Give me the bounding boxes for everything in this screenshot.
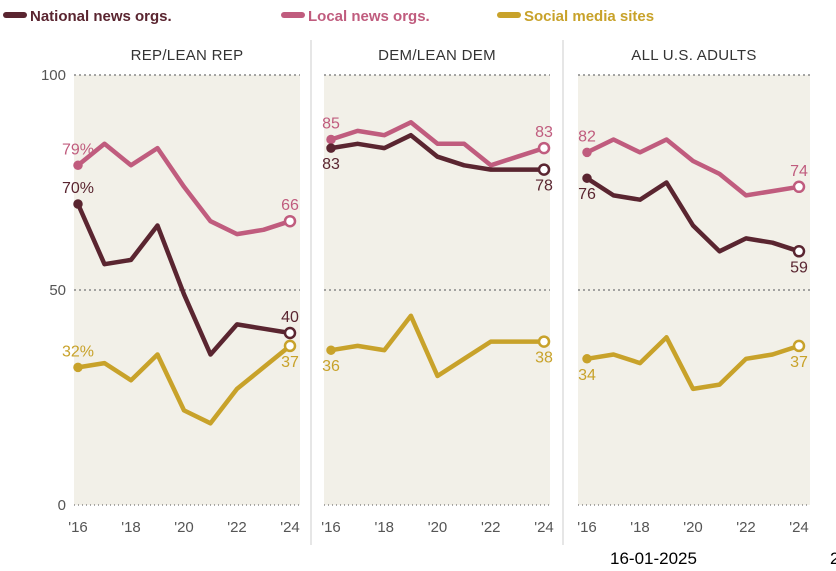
series-end-point: [792, 245, 806, 258]
data-label: 74: [790, 163, 808, 180]
x-tick-label: '24: [789, 519, 809, 536]
footer: 16-01-2025 2: [610, 549, 836, 568]
panel-title: ALL U.S. ADULTS: [631, 47, 756, 64]
x-tick-label: '18: [121, 519, 141, 536]
x-tick-label: '20: [174, 519, 194, 536]
series-line: [328, 120, 547, 168]
series-end-point: [283, 326, 297, 340]
series-line: [584, 137, 802, 198]
data-label: 85: [322, 116, 340, 133]
series-line: [75, 343, 293, 426]
x-tick-label: '18: [374, 519, 394, 536]
series-line: [584, 175, 802, 254]
series-end-point: [792, 180, 806, 194]
plot-background: [324, 75, 550, 505]
y-tick-label: 100: [41, 67, 66, 84]
x-tick-label: '20: [683, 519, 703, 536]
series-end-point: [283, 339, 297, 353]
x-tick-label: '22: [227, 519, 247, 536]
data-label: 37: [281, 354, 299, 371]
data-label: 82: [578, 128, 596, 145]
footer-page-number: 2: [830, 549, 836, 568]
series-start-point: [73, 199, 83, 209]
data-label: 40: [281, 309, 299, 326]
y-tick-label: 0: [58, 497, 66, 514]
series-start-point: [582, 354, 592, 364]
series-line: [584, 335, 802, 392]
data-label: 83: [535, 124, 553, 141]
data-label: 83: [322, 156, 340, 173]
series-start-point: [326, 134, 336, 145]
legend-label: National news orgs.: [30, 8, 172, 25]
series-start-point: [582, 147, 592, 158]
series-start-point: [582, 173, 592, 183]
x-tick-label: '24: [280, 519, 300, 536]
series-end-point: [537, 335, 551, 348]
data-label: 78: [535, 178, 553, 195]
panel: ALL U.S. ADULTS '16 '18 '20 '22 '24 82 76 34 74 59…: [577, 47, 810, 536]
series-line: [328, 132, 547, 172]
data-label: 32%: [62, 343, 94, 360]
chart-panels: 100 50 0 REP/LEAN REP '16 '18 '20 '22 '24 79% 70% 3…: [41, 40, 810, 545]
legend-label: Local news orgs.: [308, 8, 430, 25]
series-start-point: [326, 143, 336, 153]
series-line: [328, 313, 547, 379]
footer-date: 16-01-2025: [610, 549, 697, 568]
y-axis: 100 50 0: [41, 67, 66, 514]
series-line: [75, 201, 293, 357]
panel: REP/LEAN REP '16 '18 '20 '22 '24 79% 70% 32% 66 40…: [62, 47, 300, 536]
x-tick-label: '22: [481, 519, 501, 536]
series-start-point: [326, 345, 336, 355]
legend: National news orgs. Local news orgs. Socia…: [3, 8, 654, 25]
data-label: 36: [322, 358, 340, 375]
data-label: 38: [535, 350, 553, 367]
y-tick-label: 50: [49, 282, 66, 299]
series-start-point: [73, 362, 83, 373]
series-end-point: [537, 163, 551, 176]
data-label: 66: [281, 197, 299, 214]
x-tick-label: '16: [321, 519, 341, 536]
series-line: [75, 141, 293, 237]
series-start-point: [73, 160, 83, 171]
x-tick-label: '24: [534, 519, 554, 536]
x-tick-label: '20: [428, 519, 448, 536]
data-label: 59: [790, 259, 808, 276]
data-label: 76: [578, 186, 596, 203]
series-end-point: [283, 214, 297, 228]
data-label: 34: [578, 367, 596, 384]
x-tick-label: '16: [68, 519, 88, 536]
legend-item: Social media sites: [497, 8, 654, 25]
data-label: 70%: [62, 180, 94, 197]
series-end-point: [792, 339, 806, 353]
legend-item: Local news orgs.: [281, 8, 430, 25]
plot-background: [74, 75, 300, 505]
panel-title: DEM/LEAN DEM: [378, 47, 496, 64]
data-label: 79%: [62, 141, 94, 158]
series-end-point: [537, 141, 551, 155]
legend-label: Social media sites: [524, 8, 654, 25]
x-tick-label: '16: [577, 519, 597, 536]
data-label: 37: [790, 354, 808, 371]
panel-title: REP/LEAN REP: [131, 47, 244, 64]
x-tick-label: '22: [736, 519, 756, 536]
x-tick-label: '18: [630, 519, 650, 536]
panel: DEM/LEAN DEM '16 '18 '20 '22 '24 85 83 36 83 78 38: [321, 47, 554, 536]
legend-item: National news orgs.: [3, 8, 172, 25]
